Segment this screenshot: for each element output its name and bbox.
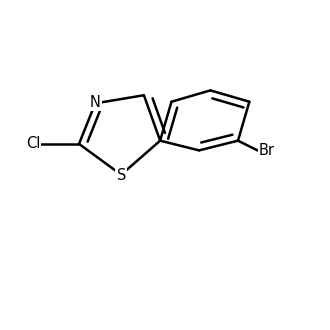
Text: Cl: Cl (26, 136, 40, 151)
Text: S: S (116, 168, 126, 183)
Text: Br: Br (259, 143, 275, 158)
Text: N: N (90, 95, 101, 110)
